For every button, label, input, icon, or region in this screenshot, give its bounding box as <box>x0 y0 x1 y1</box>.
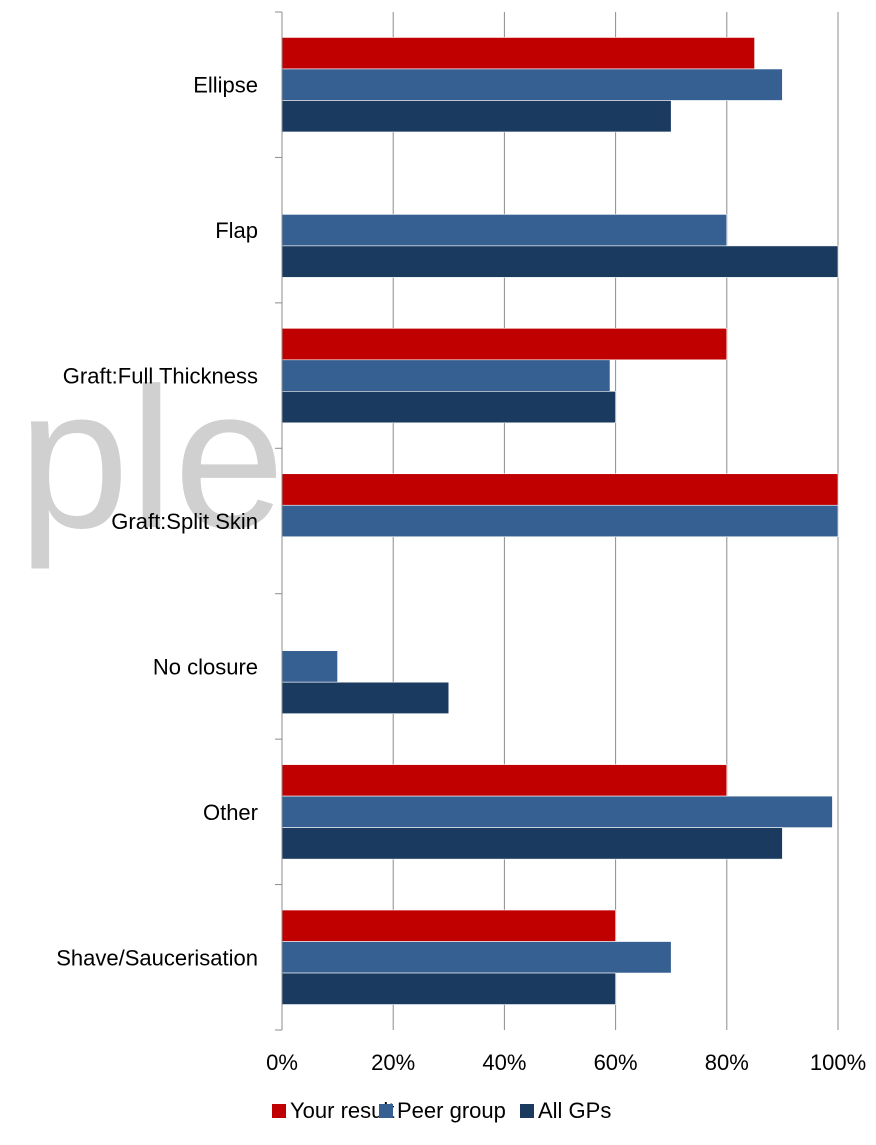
category-label: No closure <box>153 654 258 679</box>
category-label: Other <box>203 800 258 825</box>
bar <box>281 827 783 860</box>
legend-label: Peer group <box>397 1098 506 1123</box>
bar <box>281 68 783 101</box>
bar <box>281 941 672 974</box>
category-label: Ellipse <box>193 73 258 98</box>
bar <box>281 473 839 506</box>
category-label: Graft:Split Skin <box>111 509 258 534</box>
legend-swatch <box>379 1104 393 1118</box>
legend-label: All GPs <box>538 1098 611 1123</box>
bar <box>281 909 616 942</box>
category-label: Shave/Saucerisation <box>56 945 258 970</box>
watermark-text: ple <box>18 347 285 570</box>
bar <box>281 650 338 683</box>
bar <box>281 391 616 424</box>
legend-swatch <box>520 1104 534 1118</box>
bar <box>281 681 450 714</box>
category-label: Flap <box>215 218 258 243</box>
bar <box>281 328 728 361</box>
bar <box>281 764 728 797</box>
bar <box>281 972 616 1005</box>
x-tick-label: 60% <box>594 1050 638 1075</box>
bar <box>281 245 839 278</box>
bar <box>281 504 839 538</box>
x-tick-label: 80% <box>705 1050 749 1075</box>
x-tick-label: 0% <box>266 1050 298 1075</box>
legend-label: Your result <box>290 1098 394 1123</box>
bar <box>281 214 728 247</box>
x-tick-label: 100% <box>810 1050 866 1075</box>
bar <box>281 795 833 828</box>
category-axis <box>275 11 283 1031</box>
x-tick-label: 40% <box>482 1050 526 1075</box>
bar <box>281 100 672 133</box>
category-label: Graft:Full Thickness <box>63 364 258 389</box>
legend: Your result Peer group All GPs <box>272 1098 611 1123</box>
legend-swatch <box>272 1104 286 1118</box>
category-labels: Ellipse Flap Graft:Full Thickness Graft:Spl… <box>56 73 258 971</box>
x-tick-label: 20% <box>371 1050 415 1075</box>
x-tick-labels: 0% 20% 40% 60% 80% 100% <box>266 1050 866 1075</box>
bar <box>281 359 611 392</box>
bars <box>281 37 839 1005</box>
bar <box>281 37 755 70</box>
